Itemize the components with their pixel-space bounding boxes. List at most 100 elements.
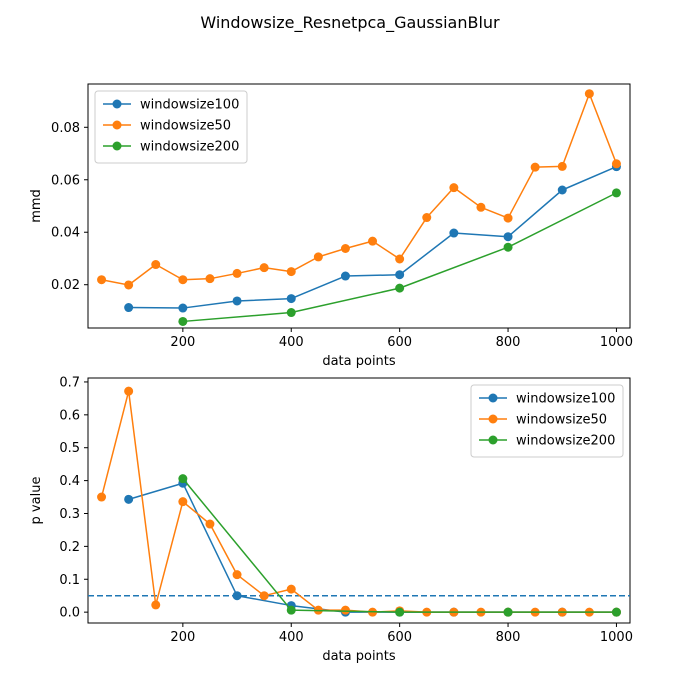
data-point-windowsize50 [151, 600, 161, 610]
data-point-windowsize50 [476, 202, 486, 212]
figure-title: Windowsize_Resnetpca_GaussianBlur [200, 13, 500, 33]
x-tick-label: 800 [496, 630, 521, 645]
data-point-windowsize200 [286, 605, 296, 615]
data-point-windowsize50 [422, 213, 432, 223]
data-point-windowsize200 [611, 607, 621, 617]
data-point-windowsize200 [395, 283, 405, 293]
data-point-windowsize100 [340, 271, 350, 281]
data-point-windowsize50 [205, 274, 215, 284]
y-tick-label: 0.4 [59, 474, 80, 489]
data-point-windowsize50 [340, 605, 350, 615]
legend-marker-windowsize100 [488, 393, 498, 403]
data-point-windowsize100 [124, 303, 134, 313]
x-tick-label: 600 [387, 335, 412, 350]
legend-label-windowsize50: windowsize50 [140, 119, 231, 134]
data-point-windowsize200 [503, 607, 513, 617]
data-point-windowsize50 [611, 159, 621, 169]
y-axis-label: mmd [29, 189, 44, 223]
legend-marker-windowsize200 [112, 141, 122, 151]
data-point-windowsize50 [151, 260, 161, 270]
data-point-windowsize50 [395, 254, 405, 264]
data-point-windowsize50 [232, 268, 242, 278]
x-axis-label: data points [322, 649, 396, 664]
data-point-windowsize50 [97, 275, 107, 285]
data-point-windowsize50 [340, 244, 350, 254]
data-point-windowsize100 [232, 591, 242, 601]
data-point-windowsize50 [178, 275, 188, 285]
data-point-windowsize50 [584, 89, 594, 99]
legend-label-windowsize100: windowsize100 [516, 392, 615, 407]
data-point-windowsize50 [124, 386, 134, 396]
y-tick-label: 0.2 [59, 540, 80, 555]
legend-marker-windowsize100 [112, 99, 122, 109]
data-point-windowsize50 [313, 252, 323, 262]
x-tick-label: 200 [170, 630, 195, 645]
y-tick-label: 0.02 [51, 278, 80, 293]
y-tick-label: 0.3 [59, 507, 80, 522]
data-point-windowsize200 [286, 308, 296, 318]
data-point-windowsize100 [286, 294, 296, 304]
data-point-windowsize50 [178, 497, 188, 507]
data-layer [88, 386, 630, 617]
plot-frame [87, 83, 631, 329]
y-tick-label: 0.06 [51, 173, 80, 188]
data-point-windowsize50 [205, 519, 215, 529]
data-point-windowsize200 [395, 607, 405, 617]
data-point-windowsize50 [530, 162, 540, 172]
x-tick-label: 1000 [600, 630, 633, 645]
legend-box [94, 90, 248, 164]
data-point-windowsize200 [503, 242, 513, 252]
x-tick-label: 400 [279, 335, 304, 350]
data-point-windowsize200 [178, 316, 188, 326]
y-tick-label: 0.6 [59, 408, 80, 423]
y-axis-label: p value [29, 477, 44, 525]
legend-box [470, 384, 624, 458]
y-tick-label: 0.5 [59, 441, 80, 456]
data-layer [97, 89, 621, 326]
data-point-windowsize100 [503, 232, 513, 242]
legend-label-windowsize50: windowsize50 [516, 413, 607, 428]
data-point-windowsize200 [178, 474, 188, 484]
y-tick-label: 0.04 [51, 226, 80, 241]
y-tick-label: 0.7 [59, 375, 80, 390]
data-point-windowsize100 [395, 270, 405, 280]
data-point-windowsize50 [124, 280, 134, 290]
data-point-windowsize50 [232, 570, 242, 580]
data-point-windowsize100 [557, 185, 567, 195]
x-tick-label: 200 [170, 335, 195, 350]
data-point-windowsize50 [259, 263, 269, 273]
data-point-windowsize50 [259, 591, 269, 601]
plot-frame [87, 377, 631, 624]
x-axis-label: data points [322, 354, 396, 369]
legend-marker-windowsize50 [488, 414, 498, 424]
legend-label-windowsize100: windowsize100 [140, 98, 239, 113]
series-line-windowsize100 [128, 165, 617, 309]
data-point-windowsize100 [232, 296, 242, 306]
data-point-windowsize50 [368, 236, 378, 246]
data-point-windowsize50 [449, 183, 459, 193]
legend-label-windowsize200: windowsize200 [140, 140, 239, 155]
data-point-windowsize50 [97, 492, 107, 502]
data-point-windowsize100 [449, 228, 459, 238]
data-point-windowsize200 [611, 188, 621, 198]
data-point-windowsize50 [503, 213, 513, 223]
y-tick-label: 0.1 [59, 573, 80, 588]
y-tick-label: 0.0 [59, 606, 80, 621]
mmd-chart: 200 400 600 800 1000 0.02 0.04 0.06 0.08 data poi… [29, 83, 633, 369]
legend-label-windowsize200: windowsize200 [516, 434, 615, 449]
legend: windowsize100 windowsize50 windowsize200 [94, 90, 248, 164]
data-point-windowsize100 [178, 303, 188, 313]
y-tick-label: 0.08 [51, 121, 80, 136]
data-point-windowsize100 [124, 494, 134, 504]
data-point-windowsize50 [286, 584, 296, 594]
legend: windowsize100 windowsize50 windowsize200 [470, 384, 624, 458]
data-point-windowsize50 [286, 267, 296, 277]
data-point-windowsize50 [557, 161, 567, 171]
x-tick-label: 600 [387, 630, 412, 645]
legend-marker-windowsize50 [112, 120, 122, 130]
x-tick-label: 1000 [600, 335, 633, 350]
series-line-windowsize50 [101, 92, 618, 286]
x-tick-label: 400 [279, 630, 304, 645]
x-tick-label: 800 [496, 335, 521, 350]
